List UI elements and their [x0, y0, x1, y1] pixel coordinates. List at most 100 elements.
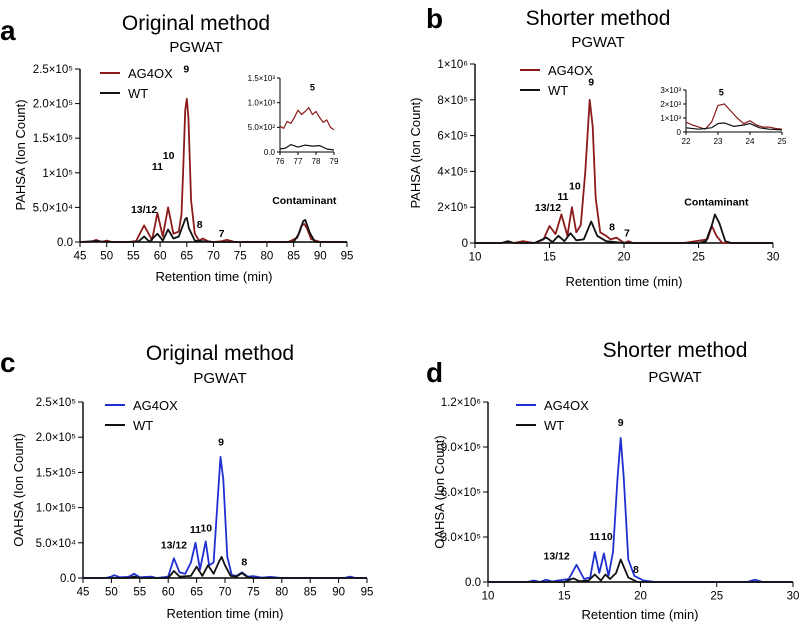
legend-label: AG4OX [544, 398, 589, 413]
x-axis-label: Retention time (min) [155, 269, 272, 284]
panel-b: b Shorter method PGWAT Retention time (m… [408, 3, 787, 289]
panel-a: a Original method PGWAT Retention time (… [0, 12, 353, 284]
x-tick-label: 60 [162, 587, 175, 599]
y-tick-label: 6.0×10⁵ [441, 487, 481, 499]
peak-label: 11 [152, 161, 163, 173]
y-tick-label: 9.0×10⁵ [441, 442, 481, 454]
y-tick-label: 3×10³ [660, 86, 681, 95]
panel-letter: c [0, 347, 16, 378]
chart-subtitle: PGWAT [648, 369, 701, 386]
y-tick-label: 1×10³ [660, 114, 681, 123]
legend-label: WT [544, 418, 564, 433]
series-line-ag4ox [80, 97, 347, 243]
x-tick-label: 20 [618, 252, 631, 264]
y-tick-label: 0.0 [60, 573, 76, 585]
x-tick-label: 15 [558, 591, 571, 603]
peak-label: 9 [183, 63, 189, 75]
x-tick-label: 45 [74, 251, 87, 263]
y-tick-label: 0 [462, 238, 468, 250]
chart-subtitle: PGWAT [193, 370, 246, 387]
x-tick-label: 65 [180, 251, 193, 263]
peak-label: 10 [569, 180, 581, 192]
y-tick-label: 0.0 [264, 148, 276, 157]
x-tick-label: 80 [275, 587, 288, 599]
y-tick-label: 1.0×10⁵ [36, 503, 76, 515]
x-tick-label: 30 [787, 591, 800, 603]
peak-label: 9 [218, 437, 224, 449]
panel-d: d Shorter method PGWAT Retention time (m… [426, 339, 799, 622]
y-tick-label: 8×10⁵ [437, 95, 468, 107]
chart-title: Shorter method [526, 7, 671, 30]
series-line-wt [488, 558, 793, 583]
chart-subtitle: PGWAT [169, 39, 222, 56]
panel-letter: d [426, 357, 443, 388]
x-tick-label: 50 [100, 251, 113, 263]
inset-chart: 22 23 24 25 0 1×10³ 2×10³ 3×10³ 5 [660, 86, 787, 146]
x-tick-label: 10 [482, 591, 495, 603]
peak-label: 8 [241, 556, 247, 568]
peak-label: 8 [197, 219, 203, 231]
chart-subtitle: PGWAT [571, 34, 624, 51]
series-line-wt [279, 144, 335, 151]
x-tick-label: 24 [746, 137, 755, 146]
x-tick-label: 15 [543, 252, 556, 264]
inset-peak-label: 5 [719, 88, 724, 98]
peak-label: 13/12 [131, 204, 157, 216]
y-axis-label: OAHSA (Ion Count) [432, 435, 447, 548]
legend-label: AG4OX [548, 63, 593, 78]
y-tick-label: 0 [677, 128, 682, 137]
y-tick-label: 2×10³ [660, 100, 681, 109]
series-line-ag4ox [685, 103, 783, 130]
legend-label: WT [548, 83, 568, 98]
x-tick-label: 70 [219, 587, 232, 599]
x-tick-label: 45 [77, 587, 90, 599]
y-tick-label: 2.5×10⁵ [33, 64, 73, 76]
y-tick-label: 0.0 [57, 237, 73, 249]
y-tick-label: 2.0×10⁵ [33, 99, 73, 111]
y-tick-label: 4×10⁵ [437, 166, 468, 178]
x-axis-label: Retention time (min) [565, 274, 682, 289]
x-tick-label: 85 [287, 251, 300, 263]
x-tick-label: 25 [710, 591, 723, 603]
series-line-wt [685, 122, 783, 131]
panel-letter: b [426, 3, 443, 34]
chart-title: Original method [146, 342, 294, 365]
x-tick-label: 60 [154, 251, 167, 263]
peak-label: 9 [618, 417, 624, 429]
y-tick-label: 1.5×10⁵ [36, 467, 76, 479]
x-axis-label: Retention time (min) [581, 607, 698, 622]
peak-label: 10 [601, 531, 613, 543]
peak-label: Contaminant [272, 195, 337, 207]
peak-label: 11 [190, 524, 201, 536]
y-tick-label: 1.5×10³ [248, 74, 276, 83]
x-tick-label: 10 [469, 252, 482, 264]
series-line-ag4ox [83, 455, 367, 579]
legend-label: WT [128, 86, 148, 101]
x-tick-label: 75 [234, 251, 247, 263]
x-tick-label: 78 [312, 157, 321, 166]
legend-label: WT [133, 418, 153, 433]
peak-label: 9 [588, 76, 594, 88]
peak-label: Contaminant [684, 196, 749, 208]
y-tick-label: 2.0×10⁵ [36, 432, 76, 444]
y-axis-label: OAHSA (Ion Count) [11, 433, 26, 546]
x-tick-label: 85 [304, 587, 317, 599]
chart-title: Shorter method [603, 339, 748, 362]
peak-label: 8 [633, 564, 639, 576]
panel-c: c Original method PGWAT Retention time (… [0, 342, 373, 621]
y-tick-label: 1×10⁵ [42, 168, 73, 180]
x-tick-label: 90 [332, 587, 345, 599]
chart-title: Original method [122, 12, 270, 35]
series-line-ag4ox [475, 98, 773, 244]
series-line-ag4ox [279, 106, 335, 131]
x-axis-label: Retention time (min) [166, 606, 283, 621]
inset-peak-label: 5 [310, 82, 315, 92]
peak-label: 11 [589, 531, 600, 543]
peak-label: 13/12 [543, 551, 569, 563]
series-line-wt [475, 213, 773, 244]
series-line-wt [79, 216, 347, 243]
y-tick-label: 1.0×10³ [248, 98, 276, 107]
y-tick-label: 2×10⁵ [437, 202, 468, 214]
panel-letter: a [0, 15, 16, 46]
